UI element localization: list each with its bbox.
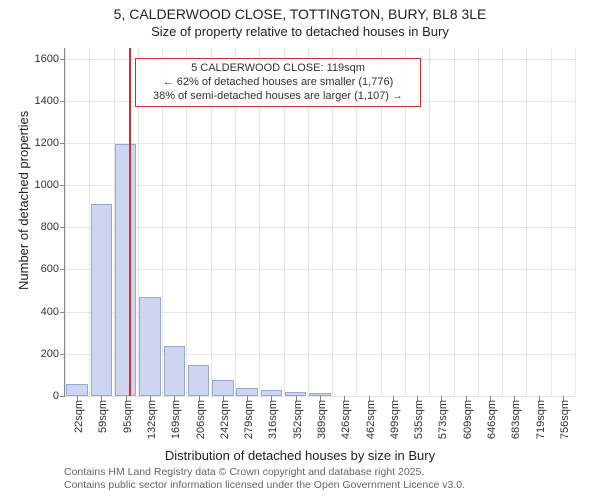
grid-line-h <box>65 185 575 186</box>
chart-subtitle: Size of property relative to detached ho… <box>0 24 600 39</box>
y-tick-label: 1400 <box>35 95 65 107</box>
grid-line-v <box>502 48 503 396</box>
grid-line-h <box>65 227 575 228</box>
x-tick-label: 352sqm <box>288 396 304 439</box>
x-tick-label: 683sqm <box>506 396 522 439</box>
property-size-histogram: 5, CALDERWOOD CLOSE, TOTTINGTON, BURY, B… <box>0 0 600 500</box>
annotation-line: ← 62% of detached houses are smaller (1,… <box>142 76 414 90</box>
property-marker-line <box>129 48 131 396</box>
grid-line-v <box>551 48 552 396</box>
x-tick-label: 206sqm <box>191 396 207 439</box>
histogram-bar <box>261 390 282 396</box>
histogram-bar <box>139 297 160 396</box>
x-tick-label: 132sqm <box>142 396 158 439</box>
chart-footer: Contains HM Land Registry data © Crown c… <box>64 466 465 493</box>
grid-line-h <box>65 269 575 270</box>
x-tick-label: 646sqm <box>482 396 498 439</box>
y-axis-label: Number of detached properties <box>16 111 31 290</box>
histogram-bar <box>188 365 209 396</box>
x-tick-label: 169sqm <box>166 396 182 439</box>
x-tick-label: 573sqm <box>433 396 449 439</box>
x-tick-label: 316sqm <box>263 396 279 439</box>
grid-line-v <box>526 48 527 396</box>
y-tick-label: 200 <box>41 348 65 360</box>
y-tick-label: 0 <box>53 390 65 402</box>
x-tick-label: 756sqm <box>555 396 571 439</box>
x-tick-label: 426sqm <box>336 396 352 439</box>
histogram-bar <box>236 388 257 396</box>
histogram-bar <box>285 392 306 396</box>
histogram-bar <box>164 346 185 396</box>
x-tick-label: 95sqm <box>118 396 134 433</box>
x-axis-label: Distribution of detached houses by size … <box>0 448 600 463</box>
x-tick-label: 279sqm <box>239 396 255 439</box>
x-tick-label: 535sqm <box>409 396 425 439</box>
x-tick-label: 59sqm <box>93 396 109 433</box>
annotation-line: 5 CALDERWOOD CLOSE: 119sqm <box>142 62 414 76</box>
x-tick-label: 499sqm <box>385 396 401 439</box>
histogram-bar <box>309 393 330 396</box>
histogram-bar <box>212 380 233 396</box>
grid-line-h <box>65 143 575 144</box>
x-tick-label: 462sqm <box>361 396 377 439</box>
grid-line-v <box>575 48 576 396</box>
property-annotation: 5 CALDERWOOD CLOSE: 119sqm← 62% of detac… <box>135 58 421 107</box>
plot-area: 0200400600800100012001400160022sqm59sqm9… <box>64 48 575 397</box>
y-tick-label: 1200 <box>35 137 65 149</box>
grid-line-v <box>454 48 455 396</box>
histogram-bar <box>115 144 136 396</box>
x-tick-label: 242sqm <box>215 396 231 439</box>
grid-line-v <box>478 48 479 396</box>
x-tick-label: 719sqm <box>531 396 547 439</box>
footer-line-1: Contains HM Land Registry data © Crown c… <box>64 466 465 479</box>
x-tick-label: 389sqm <box>312 396 328 439</box>
grid-line-v <box>65 48 66 396</box>
grid-line-v <box>429 48 430 396</box>
y-tick-label: 1600 <box>35 53 65 65</box>
histogram-bar <box>91 204 112 396</box>
x-tick-label: 609sqm <box>458 396 474 439</box>
histogram-bar <box>66 384 87 396</box>
annotation-line: 38% of semi-detached houses are larger (… <box>142 90 414 104</box>
y-tick-label: 1000 <box>35 179 65 191</box>
x-tick-label: 22sqm <box>69 396 85 433</box>
chart-title: 5, CALDERWOOD CLOSE, TOTTINGTON, BURY, B… <box>0 6 600 22</box>
y-tick-label: 600 <box>41 263 65 275</box>
footer-line-2: Contains public sector information licen… <box>64 479 465 492</box>
y-tick-label: 800 <box>41 221 65 233</box>
y-tick-label: 400 <box>41 306 65 318</box>
